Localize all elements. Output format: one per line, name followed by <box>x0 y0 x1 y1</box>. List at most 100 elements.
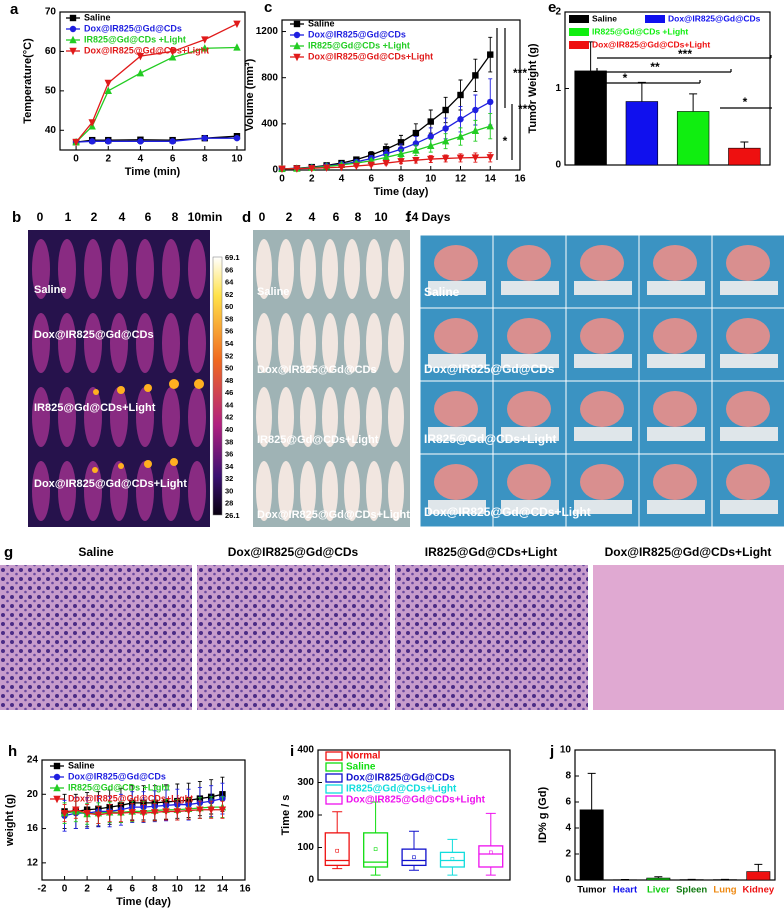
error-bar <box>638 82 646 101</box>
y-axis-label: Time / s <box>280 795 292 836</box>
tumor-photo <box>420 235 784 527</box>
y-tick-label: 800 <box>261 72 278 83</box>
row-label: IR825@Gd@CDs+Light <box>424 432 556 446</box>
colorbar-label: 69.1 <box>225 253 240 262</box>
legend-marker <box>70 26 76 32</box>
x-tick-label: Tumor <box>577 885 606 896</box>
box <box>479 846 503 867</box>
x-axis-label: Time (day) <box>116 896 171 908</box>
error-bar <box>740 142 748 148</box>
x-tick-label: 12 <box>455 174 467 185</box>
panel-g: g <box>0 544 784 710</box>
whisker <box>409 831 419 870</box>
bar <box>580 810 603 880</box>
point <box>487 51 493 57</box>
legend-label: IR825@Gd@CDs +Light <box>84 34 186 44</box>
x-tick-label: 6 <box>129 884 135 895</box>
y-tick-label: 10 <box>560 745 572 756</box>
histology-image <box>593 565 784 710</box>
y-tick-label: 4 <box>565 823 571 834</box>
x-tick-label: 8 <box>398 174 404 185</box>
colorbar-label: 40 <box>225 425 233 434</box>
y-tick-label: 100 <box>297 842 314 853</box>
x-tick-label: Lung <box>713 885 736 896</box>
y-tick-label: 50 <box>45 85 57 96</box>
x-tick-label: 16 <box>239 884 251 895</box>
legend-label: Saline <box>68 760 95 770</box>
x-tick-label: 10 <box>425 174 437 185</box>
y-tick-label: 400 <box>261 118 278 129</box>
x-tick-label: 4 <box>339 174 345 185</box>
point <box>169 138 175 144</box>
panel-letter: i <box>290 743 294 760</box>
point <box>137 138 143 144</box>
colorbar-label: 30 <box>225 486 233 495</box>
legend-swatch <box>326 774 342 782</box>
x-tick-label: 8 <box>202 154 208 165</box>
point <box>233 21 240 28</box>
mean <box>374 848 377 851</box>
colorbar-label: 66 <box>225 265 233 274</box>
image-title: Saline <box>78 545 114 559</box>
x-tick-label: Heart <box>613 885 638 896</box>
legend-swatch <box>569 15 589 23</box>
x-tick-label: 2 <box>105 154 111 165</box>
row-label: Saline <box>424 285 460 299</box>
x-tick-label: 4 <box>138 154 144 165</box>
row-label: Saline <box>257 286 289 298</box>
y-tick-label: 0 <box>272 165 278 176</box>
y-tick-label: 300 <box>297 777 314 788</box>
y-tick-label: 2 <box>555 7 561 18</box>
x-axis-label: Time (min) <box>125 166 181 178</box>
row-label: Dox@IR825@Gd@CDs+Light <box>424 505 591 519</box>
y-tick-label: 0 <box>308 875 314 886</box>
whisker <box>371 802 381 875</box>
x-tick-label: -2 <box>38 884 47 895</box>
bar <box>626 102 658 165</box>
colorbar-label: 32 <box>225 474 233 483</box>
legend-swatch <box>569 28 589 36</box>
significance-label: ** <box>650 60 660 74</box>
y-tick-label: 16 <box>27 823 39 834</box>
y-axis-label: Temperature(°C) <box>22 38 34 124</box>
row-label: Dox@IR825@Gd@CDs+Light <box>257 509 410 521</box>
x-tick-label: Kidney <box>742 885 774 896</box>
colorbar-label: 52 <box>225 351 233 360</box>
time-label: 0 <box>37 210 44 224</box>
y-tick-label: 1 <box>555 83 561 94</box>
colorbar-label: 34 <box>225 462 234 471</box>
panel-letter: d <box>242 209 251 226</box>
y-tick-label: 200 <box>297 810 314 821</box>
y-tick-label: 6 <box>565 797 571 808</box>
panel-letter: g <box>4 544 13 561</box>
x-tick-label: 10 <box>231 154 243 165</box>
y-axis-label: ID% g (Gd) <box>537 787 549 844</box>
error-bar <box>754 864 762 871</box>
point <box>457 116 463 122</box>
x-tick-label: Liver <box>647 885 670 896</box>
x-tick-label: 8 <box>152 884 158 895</box>
x-tick-label: 0 <box>62 884 68 895</box>
legend-label: Dox@IR825@Gd@CDs <box>346 773 455 784</box>
row-label: Dox@IR825@Gd@CDs <box>424 362 555 376</box>
legend-marker <box>54 774 60 780</box>
day-label: 4 <box>309 210 316 224</box>
legend-label: Dox@IR825@Gd@CDs <box>68 771 166 781</box>
colorbar-label: 58 <box>225 314 233 323</box>
point <box>428 133 434 139</box>
panel-letter: a <box>10 1 19 18</box>
point <box>105 138 111 144</box>
box <box>440 852 464 867</box>
legend-marker <box>294 32 300 38</box>
point <box>442 125 448 131</box>
x-tick-label: 16 <box>514 174 526 185</box>
colorbar-label: 36 <box>225 450 233 459</box>
mice-photo <box>253 230 410 527</box>
legend-label: Dox@IR825@Gd@CDs <box>308 29 406 39</box>
y-tick-label: 12 <box>27 857 39 868</box>
legend-label: Normal <box>346 751 381 762</box>
image-title: Dox@IR825@Gd@CDs <box>228 545 359 559</box>
point <box>472 72 478 78</box>
legend-label: IR825@Gd@CDs +Light <box>68 782 170 792</box>
